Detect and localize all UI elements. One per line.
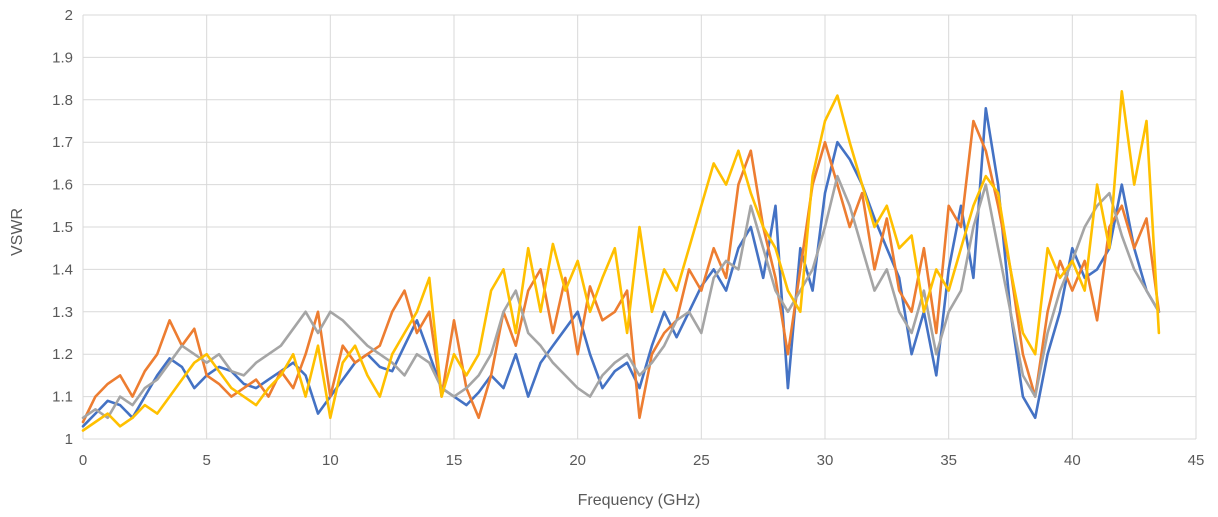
x-tick-label: 15 [446,452,463,469]
y-tick-labels: 1 1.1 1.2 1.3 1.4 1.5 1.6 1.7 1.8 1.9 2 [52,7,73,448]
series-line-1 [81,107,1161,428]
x-tick-labels: 0 5 10 15 20 25 30 35 40 45 [79,452,1205,469]
y-axis-title: VSWR [9,208,26,256]
y-tick-label: 1 [65,431,73,448]
x-axis-title: Frequency (GHz) [578,492,701,509]
x-tick-label: 20 [569,452,586,469]
series-lines [81,90,1161,432]
y-tick-label: 1.3 [52,304,73,321]
series-line-4 [81,90,1161,432]
y-tick-label: 1.9 [52,49,73,66]
x-tick-label: 40 [1064,452,1081,469]
x-tick-label: 45 [1188,452,1205,469]
x-tick-label: 5 [202,452,210,469]
x-tick-label: 30 [817,452,834,469]
x-tick-label: 25 [693,452,710,469]
y-tick-label: 2 [65,7,73,24]
x-tick-label: 0 [79,452,87,469]
y-tick-label: 1.8 [52,92,73,109]
y-tick-label: 1.7 [52,134,73,151]
x-tick-label: 35 [940,452,957,469]
series-line-3 [81,174,1161,420]
y-tick-label: 1.6 [52,177,73,194]
y-tick-label: 1.1 [52,389,73,406]
y-tick-label: 1.2 [52,346,73,363]
y-tick-label: 1.5 [52,219,73,236]
y-tick-label: 1.4 [52,261,73,278]
x-tick-label: 10 [322,452,339,469]
series-line-2 [81,119,1161,424]
